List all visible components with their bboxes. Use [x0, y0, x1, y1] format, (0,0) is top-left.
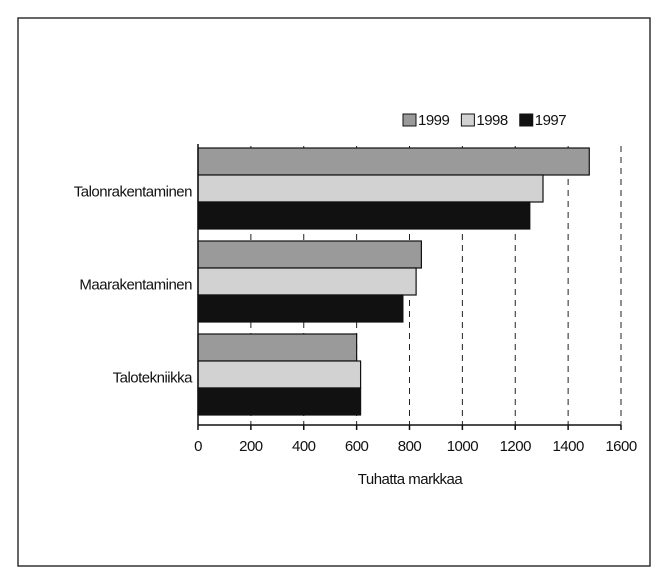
bar [197, 360, 362, 389]
x-tick-label: 1600 [605, 438, 637, 455]
legend-label: 1997 [535, 112, 567, 129]
bar [197, 201, 531, 230]
x-tick-label: 1400 [552, 438, 584, 455]
x-tick-label: 1200 [500, 438, 532, 455]
x-tick-label: 200 [239, 438, 263, 455]
legend-swatch [402, 113, 417, 127]
bar [197, 174, 544, 203]
y-tick-label: Talonrakentaminen [74, 183, 192, 200]
bar [197, 333, 358, 362]
legend-swatch [519, 113, 534, 127]
bar [197, 267, 417, 296]
legend-label: 1998 [476, 112, 508, 129]
x-tick-label: 1000 [447, 438, 479, 455]
x-tick-label: 0 [194, 438, 202, 455]
x-tick-label: 600 [345, 438, 369, 455]
x-tick-label: 400 [292, 438, 316, 455]
y-tick-label: Talotekniikka [113, 369, 194, 386]
bar [197, 294, 404, 323]
x-axis-title: Tuhatta markkaa [358, 471, 464, 488]
bar [197, 387, 362, 416]
x-tick-label: 800 [398, 438, 422, 455]
y-tick-label: Maarakentaminen [79, 276, 192, 293]
legend-swatch [460, 113, 475, 127]
bar [197, 147, 590, 176]
legend-label: 1999 [418, 112, 450, 129]
bar [197, 240, 422, 269]
